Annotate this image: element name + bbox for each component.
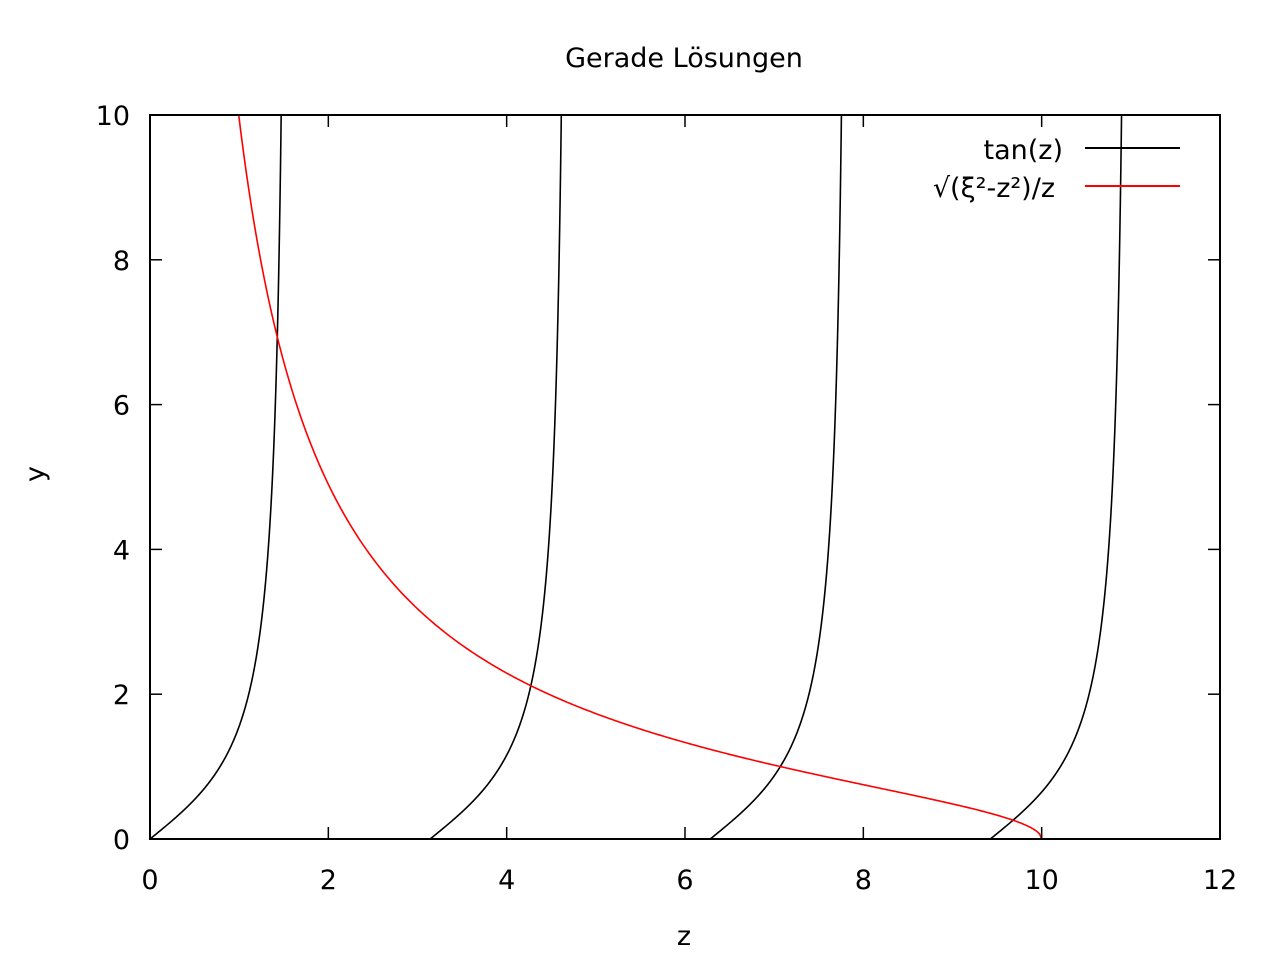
legend-label-tan: tan(z) bbox=[984, 135, 1063, 166]
x-tick-label: 10 bbox=[1024, 865, 1058, 896]
series-tan-branch-0 bbox=[150, 115, 282, 839]
x-tick-label: 6 bbox=[676, 865, 693, 896]
y-tick-label: 10 bbox=[96, 101, 130, 132]
y-tick-label: 2 bbox=[113, 680, 130, 711]
series-root-line bbox=[237, 115, 1043, 839]
series-layer bbox=[150, 115, 1123, 839]
ticks-layer: 0 2 4 6 8 10 12 0 2 4 6 8 10 bbox=[96, 101, 1238, 896]
x-tick-label: 4 bbox=[498, 865, 515, 896]
y-tick-label: 0 bbox=[113, 825, 130, 856]
x-tick-label: 0 bbox=[141, 865, 158, 896]
x-axis-title: z bbox=[677, 921, 691, 952]
x-tick-label: 12 bbox=[1203, 865, 1237, 896]
y-tick-label: 6 bbox=[113, 391, 130, 422]
y-axis-title: y bbox=[20, 466, 51, 482]
legend-label-root: √(ξ²-z²)/z bbox=[933, 173, 1055, 204]
legend: tan(z) √(ξ²-z²)/z bbox=[933, 135, 1180, 204]
x-tick-label: 8 bbox=[855, 865, 872, 896]
series-tan-branch-1 bbox=[429, 115, 563, 839]
y-tick-label: 8 bbox=[113, 246, 130, 277]
chart-title: Gerade Lösungen bbox=[565, 43, 803, 74]
series-tan-branch-2 bbox=[709, 115, 843, 839]
y-tick-label: 4 bbox=[113, 535, 130, 566]
x-tick-label: 2 bbox=[320, 865, 337, 896]
